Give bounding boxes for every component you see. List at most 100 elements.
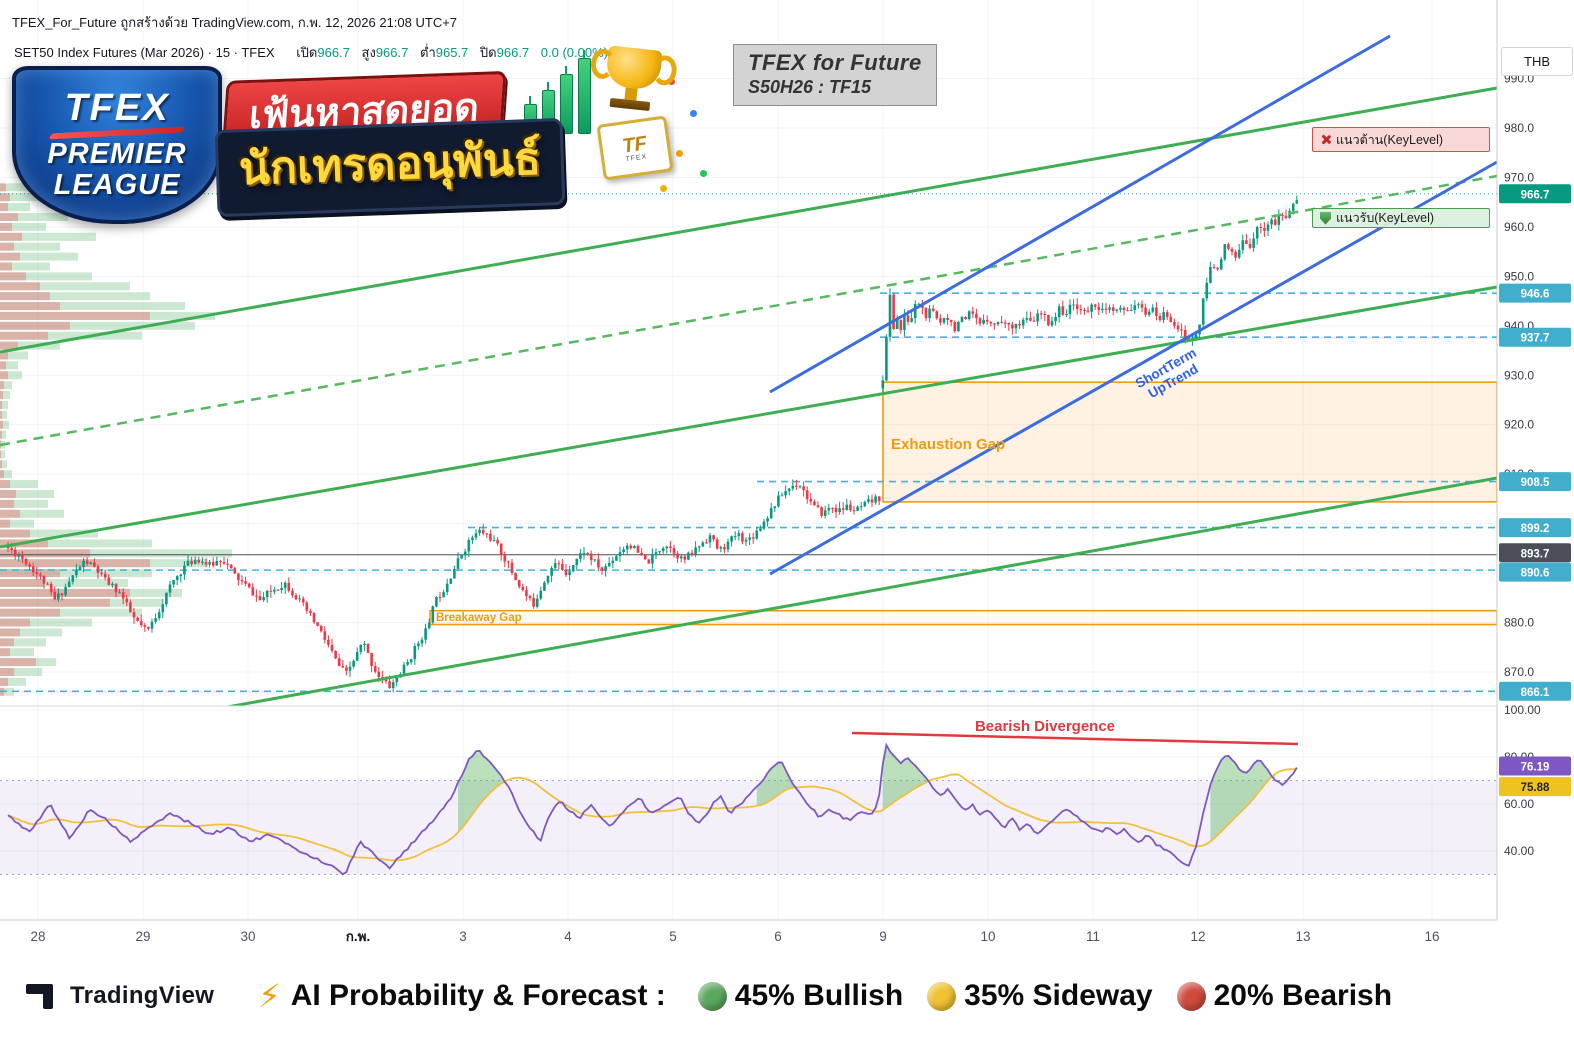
- svg-text:76.19: 76.19: [1521, 761, 1550, 773]
- grid-lines: [0, 0, 1497, 920]
- tf-logo-card: TF TFEX: [596, 115, 674, 181]
- confetti-dot: [676, 150, 683, 157]
- svg-text:Breakaway Gap: Breakaway Gap: [436, 612, 522, 624]
- shield-line-league: LEAGUE: [53, 169, 181, 201]
- price-badges: 966.7 946.6 937.7 908.5 899.2 893.7 890.6 866.1…: [1499, 184, 1571, 797]
- svg-text:11: 11: [1086, 929, 1100, 944]
- tradingview-mark-icon: [26, 979, 60, 1013]
- support-keylevel-label[interactable]: แนวรับ(KeyLevel): [1312, 208, 1490, 228]
- low-label: ต่ำ: [420, 45, 436, 60]
- shield-line-premier: PREMIER: [47, 137, 187, 170]
- support-label-text: แนวรับ(KeyLevel): [1336, 211, 1435, 225]
- crossed-tools-icon: [1320, 134, 1331, 145]
- volume-profile: [0, 183, 232, 696]
- confetti-dot: [700, 170, 707, 177]
- svg-text:899.2: 899.2: [1521, 523, 1550, 535]
- svg-text:920.0: 920.0: [1504, 418, 1534, 432]
- svg-text:893.7: 893.7: [1521, 548, 1550, 560]
- svg-text:966.7: 966.7: [1521, 189, 1550, 201]
- bearish-label: 20% Bearish: [1213, 979, 1393, 1012]
- ai-forecast-legend: ⚡ AI Probability & Forecast : 45% Bullis…: [258, 977, 1392, 1015]
- svg-text:Bearish Divergence: Bearish Divergence: [975, 718, 1115, 735]
- watermark-title: TFEX for Future: [748, 50, 922, 75]
- svg-text:5: 5: [669, 929, 677, 944]
- svg-text:75.88: 75.88: [1521, 782, 1550, 794]
- sideway-label: 35% Sideway: [964, 979, 1153, 1012]
- svg-text:960.0: 960.0: [1504, 220, 1534, 234]
- symbol-info-line[interactable]: SET50 Index Futures (Mar 2026) · 15 · TF…: [14, 42, 608, 63]
- bullish-label: 45% Bullish: [734, 979, 904, 1012]
- confetti-dot: [660, 185, 667, 192]
- close-value: 966.7: [496, 45, 530, 60]
- svg-text:10: 10: [980, 929, 995, 944]
- svg-text:937.7: 937.7: [1521, 333, 1550, 345]
- resistance-label-text: แนวต้าน(KeyLevel): [1336, 132, 1444, 147]
- svg-text:Exhaustion Gap: Exhaustion Gap: [891, 436, 1005, 453]
- svg-text:970.0: 970.0: [1504, 170, 1534, 184]
- low-value: 965.7: [435, 45, 469, 60]
- key-level-lines: [0, 292, 1497, 693]
- lightning-icon: ⚡: [258, 978, 281, 1014]
- bullish-dot-icon: [697, 981, 727, 1011]
- confetti-dot: [690, 110, 697, 117]
- watermark-subtitle: S50H26 : TF15: [748, 77, 872, 97]
- svg-text:ก.พ.: ก.พ.: [346, 929, 371, 944]
- close-label: ปิด: [479, 45, 497, 60]
- svg-text:870.0: 870.0: [1504, 665, 1534, 679]
- pane-separators: [0, 705, 1574, 921]
- symbol-title: SET50 Index Futures (Mar 2026) · 15 · TF…: [14, 45, 275, 60]
- svg-text:890.6: 890.6: [1521, 568, 1550, 580]
- svg-text:28: 28: [30, 929, 45, 944]
- tradingview-logo[interactable]: TradingView: [26, 979, 214, 1013]
- trophy-cup: [604, 45, 663, 91]
- date-axis[interactable]: 28 29 30 ก.พ. 3 4 5 6 9 10 11 12 13 16: [30, 929, 1439, 944]
- svg-text:40.00: 40.00: [1504, 844, 1534, 858]
- svg-text:980.0: 980.0: [1504, 121, 1534, 135]
- svg-text:950.0: 950.0: [1504, 269, 1534, 283]
- change-value: 0.0 (0.00%): [540, 45, 608, 60]
- deco-candle: [578, 50, 591, 134]
- svg-text:3: 3: [459, 929, 467, 944]
- svg-text:100.00: 100.00: [1504, 703, 1541, 717]
- tf-logo-subtext: TFEX: [625, 152, 648, 163]
- svg-text:29: 29: [135, 929, 150, 944]
- currency-button[interactable]: THB: [1501, 47, 1573, 76]
- gap-boxes: [429, 381, 1498, 626]
- resistance-keylevel-label[interactable]: แนวต้าน(KeyLevel): [1312, 127, 1490, 152]
- open-label: เปิด: [296, 45, 318, 60]
- thai-tagline-2: นักเทรดอนุพันธ์: [214, 117, 566, 218]
- tradingview-wordmark: TradingView: [70, 982, 215, 1009]
- bearish-dot-icon: [1176, 981, 1206, 1011]
- forecast-title: AI Probability & Forecast :: [290, 979, 666, 1012]
- sideway-dot-icon: [927, 981, 957, 1011]
- svg-text:30: 30: [240, 929, 255, 944]
- high-label: สูง: [361, 45, 376, 60]
- svg-text:946.6: 946.6: [1521, 289, 1550, 301]
- tfex-premier-league-shield: TFEX PREMIER LEAGUE: [12, 66, 222, 224]
- svg-text:9: 9: [879, 929, 887, 944]
- svg-text:866.1: 866.1: [1521, 687, 1550, 699]
- svg-text:12: 12: [1190, 929, 1205, 944]
- svg-text:6: 6: [774, 929, 782, 944]
- svg-text:930.0: 930.0: [1504, 368, 1534, 382]
- high-value: 966.7: [375, 45, 409, 60]
- chart-watermark: TFEX for Future S50H26 : TF15: [733, 44, 937, 106]
- svg-text:908.5: 908.5: [1521, 477, 1550, 489]
- svg-text:880.0: 880.0: [1504, 616, 1534, 630]
- shield-icon: [1320, 211, 1331, 225]
- svg-text:13: 13: [1295, 929, 1310, 944]
- rsi-indicator: Bearish Divergence: [7, 718, 1299, 876]
- deco-candle: [560, 66, 573, 134]
- candlestick-series: [6, 195, 1299, 693]
- trophy-base: [609, 97, 651, 112]
- svg-text:60.00: 60.00: [1504, 797, 1534, 811]
- shield-line-tfex: TFEX: [64, 86, 170, 129]
- open-value: 966.7: [317, 45, 350, 60]
- credit-line: TFEX_For_Future ถูกสร้างด้วย TradingView…: [12, 15, 458, 30]
- trend-lines: [0, 34, 1498, 706]
- svg-text:16: 16: [1424, 929, 1439, 944]
- footer-bar: TradingView ⚡ AI Probability & Forecast …: [0, 952, 1574, 1040]
- svg-text:4: 4: [564, 929, 572, 944]
